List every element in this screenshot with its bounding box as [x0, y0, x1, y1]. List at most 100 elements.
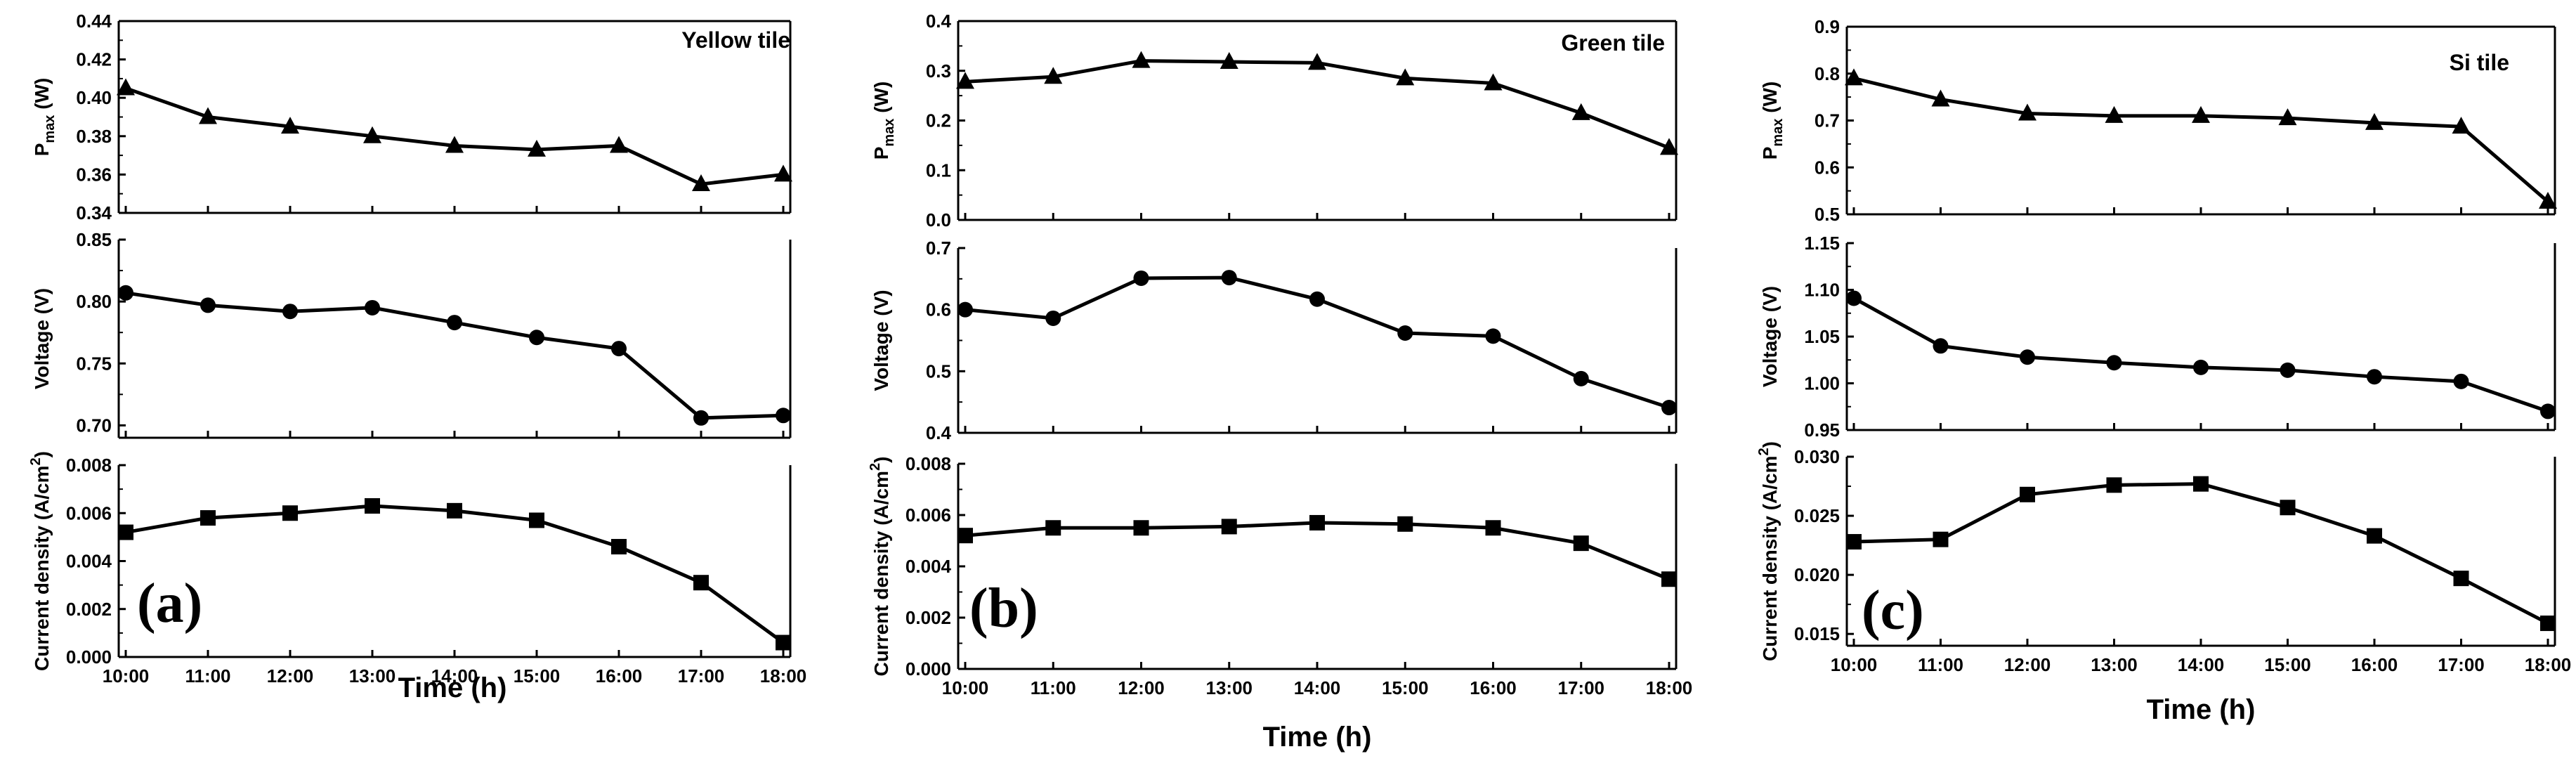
x-tick-label: 14:00: [1294, 677, 1341, 698]
data-point: [1221, 519, 1237, 535]
data-point: [2106, 477, 2122, 493]
panel-c: 0.5 0.6 0.7 0.8 0.9 Pmax (W) 0.95 1.00 1.05 1.10 1…: [1756, 16, 2571, 725]
data-point: [1571, 103, 1590, 120]
data-point: [447, 502, 462, 519]
data-point: [1933, 338, 1949, 354]
data-point: [2367, 528, 2382, 544]
x-tick-label: 15:00: [2264, 654, 2311, 675]
y-axis-label-unit: (W): [31, 78, 53, 115]
data-point: [611, 539, 627, 555]
y-tick-label: 0.025: [1794, 505, 1840, 526]
data-point: [365, 299, 380, 315]
x-tick-label: 16:00: [1470, 677, 1517, 698]
y-tick-label: 0.42: [76, 49, 112, 70]
data-point: [1396, 68, 1415, 86]
data-point: [2193, 359, 2209, 375]
x-tick-label: 14:00: [431, 665, 478, 686]
y-tick-label: 0.002: [905, 607, 951, 628]
series-line: [965, 59, 1670, 150]
data-point: [200, 297, 216, 313]
data-point: [1309, 291, 1325, 307]
series-line: [125, 504, 785, 644]
y-tick-label: 0.85: [76, 229, 112, 250]
y-tick-label: 0.95: [1804, 419, 1840, 441]
y-axis-label-unit: (W): [870, 82, 892, 119]
data-point: [529, 330, 544, 346]
y-tick-label: 1.15: [1804, 233, 1840, 254]
data-point: [1045, 520, 1061, 536]
data-point: [117, 78, 135, 96]
y-axis-label: Pmax (W): [31, 78, 58, 157]
y-tick-label: 1.10: [1804, 280, 1840, 301]
y-axis-label: Voltage (V): [1759, 286, 1781, 387]
x-tick-label: 14:00: [2178, 654, 2225, 675]
y-tick-label: 0.44: [76, 11, 112, 32]
data-point: [363, 126, 381, 143]
data-point: [1661, 400, 1677, 416]
data-point: [1397, 516, 1413, 532]
data-point: [2280, 362, 2296, 378]
data-point: [957, 528, 973, 544]
y-tick-label: 0.2: [926, 110, 951, 131]
x-tick-label: 13:00: [349, 665, 396, 686]
data-point: [200, 510, 216, 526]
series-line: [1853, 482, 2549, 625]
x-tick-label: 15:00: [1382, 677, 1429, 698]
data-point: [774, 164, 792, 182]
x-tick-label: 18:00: [760, 665, 807, 686]
data-point: [2020, 349, 2035, 365]
data-point: [1573, 535, 1589, 552]
x-tick-label: 12:00: [267, 665, 314, 686]
y-tick-label: 0.0: [926, 209, 951, 230]
data-point: [1044, 67, 1063, 84]
data-point: [118, 524, 133, 540]
data-point: [693, 410, 709, 426]
y-axis-label: Voltage (V): [31, 288, 53, 389]
y-axis-label-main: P: [1759, 147, 1781, 160]
y-tick-label: 0.008: [66, 455, 112, 476]
data-point: [447, 315, 462, 331]
y-tick-label: 0.36: [76, 164, 112, 185]
y-tick-label: 0.8: [1815, 63, 1840, 84]
x-tick-label: 15:00: [514, 665, 561, 686]
y-axis-label-end: ): [1759, 441, 1781, 448]
y-tick-label: 0.020: [1794, 564, 1840, 585]
y-tick-label: 0.3: [926, 60, 951, 82]
data-point: [1573, 370, 1589, 386]
y-axis-label: Pmax (W): [1759, 82, 1786, 160]
data-point: [1309, 514, 1325, 531]
y-tick-label: 0.6: [1815, 157, 1840, 178]
data-point: [776, 408, 791, 424]
y-axis-label-sup: 2: [1756, 448, 1772, 455]
y-axis-label: Current density (A/cm2): [868, 457, 892, 677]
y-tick-label: 0.4: [926, 422, 952, 443]
y-axis-label-sub: max: [42, 115, 58, 143]
data-point: [282, 505, 298, 521]
data-point: [1933, 531, 1949, 547]
y-tick-label: 0.1: [926, 160, 951, 181]
x-tick-label: 10:00: [103, 665, 150, 686]
y-tick-label: 0.006: [905, 505, 951, 526]
x-tick-label: 18:00: [1646, 677, 1693, 698]
x-axis-title: Time (h): [2147, 694, 2256, 725]
y-axis-label: Voltage (V): [870, 289, 892, 391]
x-tick-label: 13:00: [1206, 677, 1253, 698]
y-tick-label: 0.7: [926, 237, 951, 259]
data-point: [1485, 328, 1501, 344]
y-axis-label-main: P: [31, 143, 53, 157]
data-point: [2453, 571, 2469, 587]
data-point: [282, 304, 298, 320]
data-point: [1660, 138, 1678, 155]
data-point: [2540, 616, 2556, 632]
data-point: [1221, 270, 1237, 286]
tile-title: Yellow tile: [681, 27, 790, 53]
y-tick-label: 0.7: [1815, 110, 1840, 131]
y-tick-label: 0.34: [76, 202, 112, 223]
x-tick-label: 17:00: [1558, 677, 1605, 698]
data-point: [692, 174, 710, 192]
data-point: [2280, 500, 2296, 516]
data-point: [2540, 403, 2556, 419]
data-point: [1484, 73, 1503, 91]
x-tick-label: 10:00: [1831, 654, 1878, 675]
y-tick-label: 0.70: [76, 415, 112, 436]
